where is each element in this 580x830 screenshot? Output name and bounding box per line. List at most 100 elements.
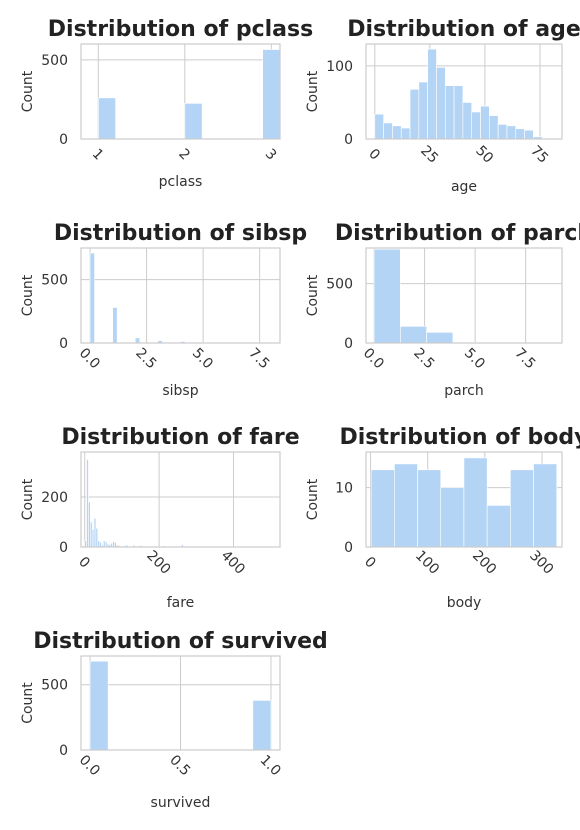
y-axis-label: Count	[20, 682, 36, 724]
histogram-bar	[463, 457, 488, 548]
y-tick-label: 0	[344, 336, 353, 352]
x-tick-label: 50	[472, 143, 496, 167]
x-tick-label: 3	[262, 146, 280, 164]
y-axis-label: Count	[305, 274, 321, 316]
histogram-bar	[98, 97, 116, 140]
y-axis-label: Count	[20, 70, 36, 112]
histogram-bar	[262, 49, 281, 140]
histogram-bar	[89, 660, 109, 751]
x-tick-label: 0	[361, 554, 379, 572]
histogram-bar	[252, 700, 272, 751]
axes-frame	[365, 247, 563, 344]
y-tick-label: 500	[41, 273, 68, 289]
subplot-age: 0 100 0 25 50 75 Count age Distribution of age	[305, 17, 580, 195]
histogram-bar	[524, 129, 534, 140]
chart-title: Distribution of sibsp	[54, 221, 307, 246]
histogram-bar	[427, 48, 437, 140]
histogram-bar	[444, 85, 455, 140]
chart-title: Distribution of parch	[335, 221, 580, 246]
axes-frame	[80, 451, 281, 548]
x-tick-label: 300	[526, 548, 556, 578]
y-axis-label: Count	[305, 478, 321, 520]
axes-frame	[365, 43, 563, 140]
axes-frame	[80, 247, 281, 344]
x-axis-label: age	[451, 179, 477, 195]
subplot-parch: 0 500 0.0 2.5 5.0 7.5 Count parch Distribution o…	[305, 221, 580, 399]
y-tick-label: 0	[344, 540, 353, 556]
y-tick-label: 0	[59, 743, 68, 759]
subplot-survived: 0 500 0.0 0.5 1.0 Count survived Distribution o…	[20, 629, 328, 811]
y-axis-label: Count	[305, 70, 321, 112]
histogram-bar	[392, 125, 402, 140]
axes-frame	[365, 451, 563, 548]
histogram-bar	[440, 487, 465, 548]
x-tick-label: 200	[143, 548, 173, 578]
histogram-bar	[134, 337, 141, 344]
y-axis-label: Count	[20, 274, 36, 316]
y-tick-label: 500	[41, 53, 68, 69]
x-tick-label: 0	[365, 146, 383, 164]
histogram-bar	[426, 332, 454, 344]
y-tick-label: 0	[59, 132, 68, 148]
histogram-bar	[497, 124, 508, 140]
x-tick-label: 0.0	[76, 345, 103, 372]
histogram-bar	[471, 111, 481, 140]
histogram-bar	[418, 81, 428, 140]
x-axis-label: sibsp	[162, 383, 198, 399]
histogram-bar	[506, 125, 517, 140]
chart-title: Distribution of pclass	[48, 17, 313, 42]
x-tick-label: 75	[527, 143, 551, 167]
x-tick-label: 2	[175, 146, 193, 164]
x-tick-label: 400	[218, 548, 248, 578]
histogram-bar	[370, 469, 395, 548]
y-tick-label: 200	[41, 490, 68, 506]
x-tick-label: 0.0	[360, 345, 387, 372]
subplot-sibsp: 0 500 0.0 2.5 5.0 7.5 Count sibsp Distribution o…	[20, 221, 307, 399]
y-tick-label: 0	[344, 132, 353, 148]
x-tick-label: 7.5	[245, 345, 272, 372]
x-tick-label: 25	[417, 143, 441, 167]
histogram-bar	[184, 103, 203, 140]
x-tick-label: 0.0	[76, 752, 103, 779]
chart-title: Distribution of body	[339, 425, 580, 450]
x-axis-label: fare	[167, 595, 195, 611]
subplot-pclass: 0 500 1 2 3 Count pclass Distribution of pclass	[20, 17, 313, 190]
histogram-bar	[480, 105, 490, 140]
histogram-bar	[533, 463, 558, 548]
y-tick-label: 100	[326, 59, 353, 75]
axes-frame	[80, 655, 281, 751]
chart-title: Distribution of fare	[61, 425, 299, 450]
x-tick-label: 5.0	[461, 345, 488, 372]
x-axis-label: survived	[151, 795, 211, 811]
x-tick-label: 1	[89, 146, 107, 164]
histogram-bar	[383, 122, 393, 140]
histogram-bar	[510, 469, 534, 548]
histogram-bar	[417, 469, 442, 548]
y-tick-label: 10	[335, 481, 353, 497]
histogram-bar	[394, 463, 418, 548]
x-tick-label: 0.5	[166, 752, 193, 779]
x-tick-label: 100	[412, 548, 442, 578]
histogram-bar	[374, 113, 384, 140]
x-axis-label: body	[447, 595, 482, 611]
y-tick-label: 0	[59, 336, 68, 352]
histogram-bar	[409, 89, 420, 140]
x-tick-label: 5.0	[189, 345, 216, 372]
x-tick-label: 2.5	[132, 345, 159, 372]
y-tick-label: 500	[41, 678, 68, 694]
histogram-bar	[112, 307, 118, 344]
histogram-bar	[400, 326, 427, 344]
histogram-bar	[373, 248, 401, 344]
histogram-bar	[486, 505, 511, 548]
x-axis-label: pclass	[159, 174, 203, 190]
subplot-fare: 0 200 0 200 400 Count fare Distribution of fare	[20, 425, 300, 611]
histogram-bar	[515, 128, 525, 140]
histogram-bar	[453, 85, 464, 140]
y-axis-label: Count	[20, 478, 36, 520]
x-tick-label: 200	[469, 548, 499, 578]
y-tick-label: 0	[59, 540, 68, 556]
chart-title: Distribution of age	[347, 17, 580, 42]
x-axis-label: parch	[444, 383, 483, 399]
y-tick-label: 500	[326, 277, 353, 293]
